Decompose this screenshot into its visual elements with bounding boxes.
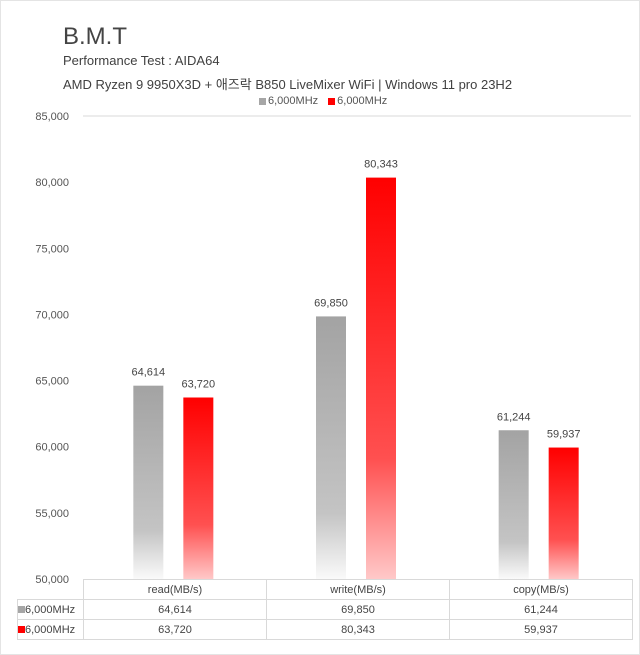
subtitle-test: Performance Test : AIDA64 xyxy=(63,53,220,68)
bar-red xyxy=(548,447,579,579)
bar-gray xyxy=(498,430,529,579)
y-tick-label: 80,000 xyxy=(35,177,69,189)
legend-swatch xyxy=(328,97,336,105)
y-tick-label: 50,000 xyxy=(35,574,69,586)
legend-label: 6,000MHz xyxy=(337,95,388,107)
row-label: 6,000MHz xyxy=(25,623,76,636)
table-cell: 59,937 xyxy=(449,619,633,640)
bar-red xyxy=(183,397,214,579)
table-header: write(MB/s) xyxy=(266,579,450,600)
chart-title: B.M.T xyxy=(63,23,127,50)
data-table: read(MB/s) write(MB/s) copy(MB/s) 6,000M… xyxy=(17,579,633,640)
table-cell: 80,343 xyxy=(266,619,450,640)
y-tick-label: 70,000 xyxy=(35,309,69,321)
table-cell: 64,614 xyxy=(83,599,267,620)
data-label: 59,937 xyxy=(547,429,581,441)
y-tick-label: 85,000 xyxy=(35,111,69,123)
data-label: 63,720 xyxy=(182,379,216,391)
y-tick-label: 75,000 xyxy=(35,243,69,255)
row-label: 6,000MHz xyxy=(25,603,76,616)
table-row: 6,000MHz 63,720 80,343 59,937 xyxy=(17,619,633,640)
subtitle-system: AMD Ryzen 9 9950X3D + 애즈락 B850 LiveMixer… xyxy=(63,77,513,92)
bar-red xyxy=(366,177,396,579)
y-tick-label: 65,000 xyxy=(35,376,69,388)
table-cell: 61,244 xyxy=(449,599,633,620)
legend-swatch xyxy=(259,97,266,105)
bar-gray xyxy=(133,385,164,579)
data-label: 61,244 xyxy=(497,411,531,423)
legend-item-red: 6,000MHz xyxy=(328,95,387,107)
table-cell: 69,850 xyxy=(266,599,450,620)
legend-item-gray: 6,000MHz xyxy=(259,95,318,107)
table-row: 6,000MHz 64,614 69,850 61,244 xyxy=(17,599,633,620)
legend-label: 6,000MHz xyxy=(268,95,319,107)
table-cell: 63,720 xyxy=(83,619,267,640)
legend: 6,000MHz 6,000MHz xyxy=(259,95,387,107)
y-tick-label: 60,000 xyxy=(35,442,69,454)
data-label: 64,614 xyxy=(132,367,166,379)
table-header: read(MB/s) xyxy=(83,579,267,600)
table-header: copy(MB/s) xyxy=(449,579,633,600)
data-label: 69,850 xyxy=(314,297,348,309)
y-tick-label: 55,000 xyxy=(35,508,69,520)
bar-gray xyxy=(316,316,346,579)
data-label: 80,343 xyxy=(364,159,398,171)
